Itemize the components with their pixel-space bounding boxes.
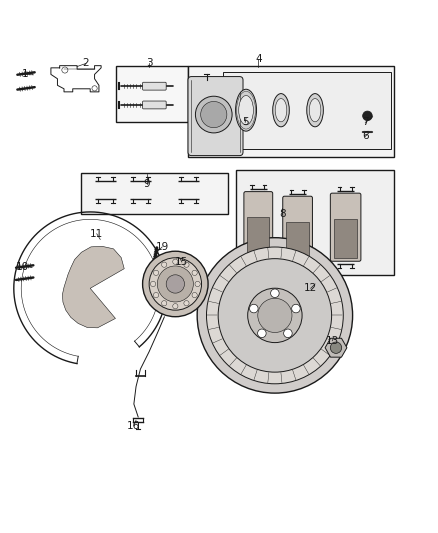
Circle shape [250, 304, 258, 313]
FancyBboxPatch shape [283, 196, 312, 265]
Text: 12: 12 [304, 284, 317, 293]
Text: 16: 16 [127, 421, 141, 431]
Bar [286, 222, 309, 262]
Circle shape [195, 96, 232, 133]
Bar [237, 171, 394, 275]
Text: 15: 15 [175, 257, 188, 267]
Circle shape [292, 304, 300, 313]
Circle shape [143, 251, 208, 317]
FancyBboxPatch shape [188, 77, 243, 156]
Bar [117, 66, 188, 123]
Text: 10: 10 [16, 262, 29, 271]
Circle shape [162, 301, 167, 306]
Circle shape [218, 259, 332, 372]
Circle shape [150, 281, 155, 287]
Ellipse shape [275, 99, 287, 122]
Text: 3: 3 [146, 59, 152, 68]
Circle shape [153, 270, 159, 276]
Circle shape [284, 329, 292, 337]
Text: 5: 5 [242, 117, 248, 127]
Text: 19: 19 [155, 242, 169, 252]
Text: 13: 13 [326, 336, 339, 346]
Bar [188, 66, 394, 157]
Circle shape [173, 304, 178, 309]
Text: 4: 4 [255, 54, 261, 64]
Polygon shape [63, 246, 124, 328]
Text: 8: 8 [279, 209, 286, 219]
Ellipse shape [309, 99, 321, 122]
Circle shape [92, 86, 97, 91]
Text: 9: 9 [144, 179, 150, 189]
Bar [247, 217, 269, 255]
Text: 7: 7 [362, 117, 369, 127]
Circle shape [206, 247, 343, 384]
Circle shape [153, 293, 159, 298]
Circle shape [201, 101, 227, 128]
Circle shape [195, 281, 200, 287]
Circle shape [192, 270, 197, 276]
Circle shape [157, 266, 193, 302]
Ellipse shape [236, 89, 257, 131]
FancyBboxPatch shape [330, 193, 361, 261]
Circle shape [184, 262, 189, 268]
FancyBboxPatch shape [143, 82, 166, 90]
Ellipse shape [239, 95, 254, 125]
Circle shape [271, 289, 279, 297]
Text: 6: 6 [362, 132, 369, 141]
Bar [223, 72, 392, 149]
Circle shape [363, 111, 372, 120]
Bar [334, 219, 357, 258]
Circle shape [192, 293, 197, 298]
Ellipse shape [273, 94, 289, 127]
Circle shape [162, 262, 167, 268]
Text: 1: 1 [21, 69, 28, 79]
Text: 2: 2 [82, 59, 89, 68]
Circle shape [149, 258, 201, 310]
Circle shape [62, 67, 68, 73]
Bar [81, 173, 228, 214]
Circle shape [197, 238, 353, 393]
Circle shape [166, 275, 184, 293]
FancyBboxPatch shape [244, 192, 273, 259]
Text: 11: 11 [90, 229, 103, 239]
Circle shape [330, 342, 342, 353]
Ellipse shape [307, 94, 323, 127]
FancyBboxPatch shape [143, 101, 166, 109]
Circle shape [184, 301, 189, 306]
Circle shape [258, 329, 266, 337]
Circle shape [247, 288, 302, 343]
Circle shape [258, 298, 292, 333]
Circle shape [173, 259, 178, 264]
